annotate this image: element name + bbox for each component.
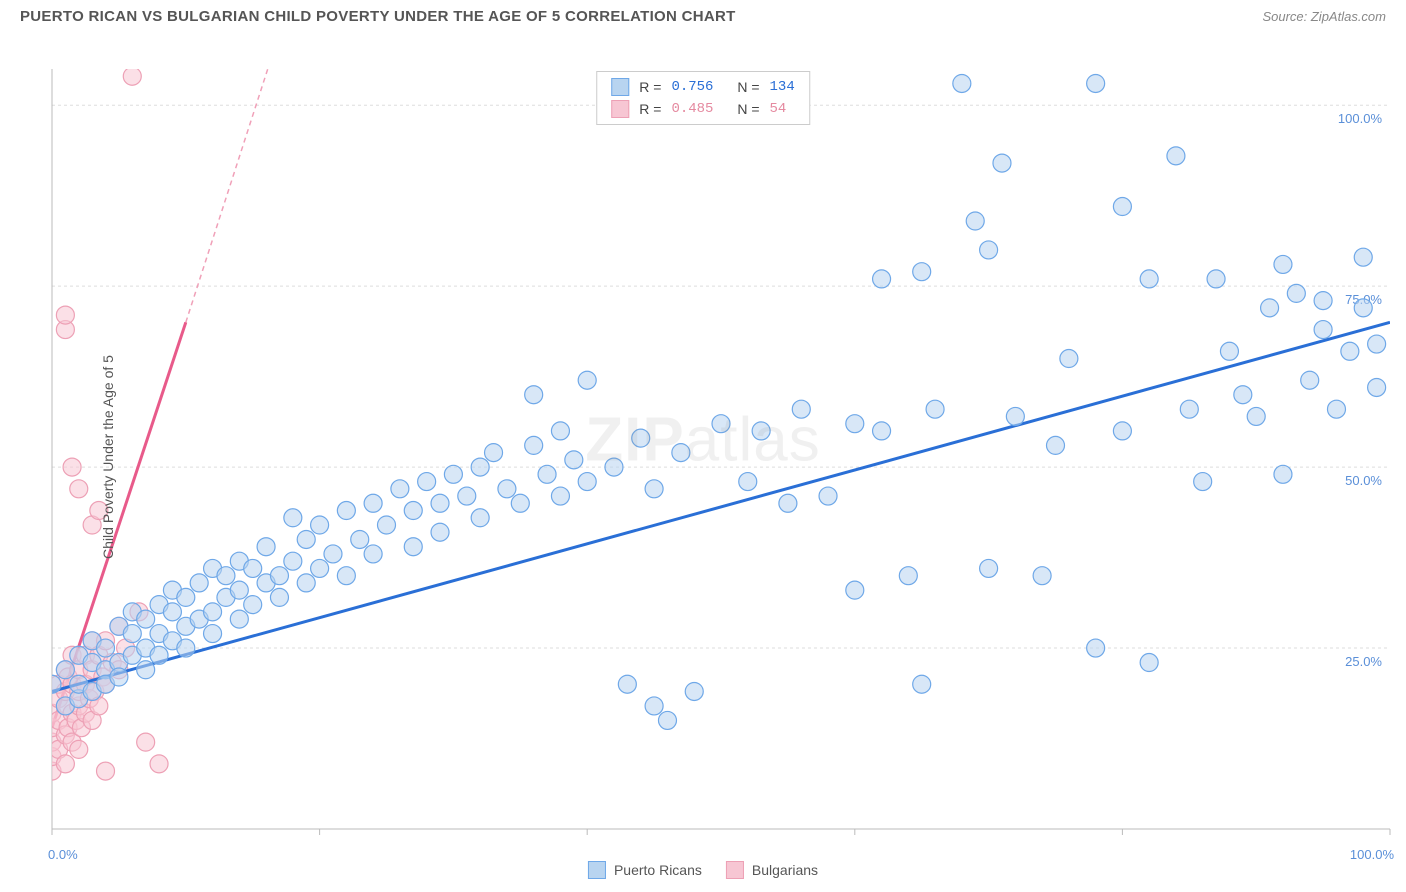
svg-text:100.0%: 100.0% [1350,847,1395,862]
r-label: R = [639,76,661,98]
y-axis-label: Child Poverty Under the Age of 5 [100,355,116,559]
n-label: N = [737,76,759,98]
n-value-series1: 134 [770,76,795,98]
stats-legend-box: R = 0.756 N = 134 R = 0.485 N = 54 [596,71,810,125]
r-label-2: R = [639,98,661,120]
svg-text:100.0%: 100.0% [1338,111,1383,126]
chart-header: PUERTO RICAN VS BULGARIAN CHILD POVERTY … [0,0,1406,29]
svg-text:50.0%: 50.0% [1345,473,1382,488]
legend-label-series2: Bulgarians [752,862,818,878]
svg-text:0.0%: 0.0% [48,847,78,862]
chart-container: Child Poverty Under the Age of 5 ZIPatla… [0,29,1406,885]
stats-row-series2: R = 0.485 N = 54 [611,98,795,120]
legend-label-series1: Puerto Ricans [614,862,702,878]
bottom-legend: Puerto Ricans Bulgarians [588,861,818,879]
swatch-series2 [611,100,629,118]
source-prefix: Source: [1262,9,1310,24]
source-attribution: Source: ZipAtlas.com [1262,9,1386,24]
swatch-series1 [611,78,629,96]
n-label-2: N = [737,98,759,120]
stats-row-series1: R = 0.756 N = 134 [611,76,795,98]
chart-title: PUERTO RICAN VS BULGARIAN CHILD POVERTY … [20,8,736,25]
r-value-series2: 0.485 [671,98,713,120]
legend-item-series1: Puerto Ricans [588,861,702,879]
n-value-series2: 54 [770,98,787,120]
r-value-series1: 0.756 [671,76,713,98]
legend-swatch-series1 [588,861,606,879]
source-name: ZipAtlas.com [1311,9,1386,24]
legend-item-series2: Bulgarians [726,861,818,879]
legend-swatch-series2 [726,861,744,879]
scatter-plot: 25.0%50.0%75.0%100.0%0.0%100.0% [0,29,1406,885]
svg-text:25.0%: 25.0% [1345,654,1382,669]
